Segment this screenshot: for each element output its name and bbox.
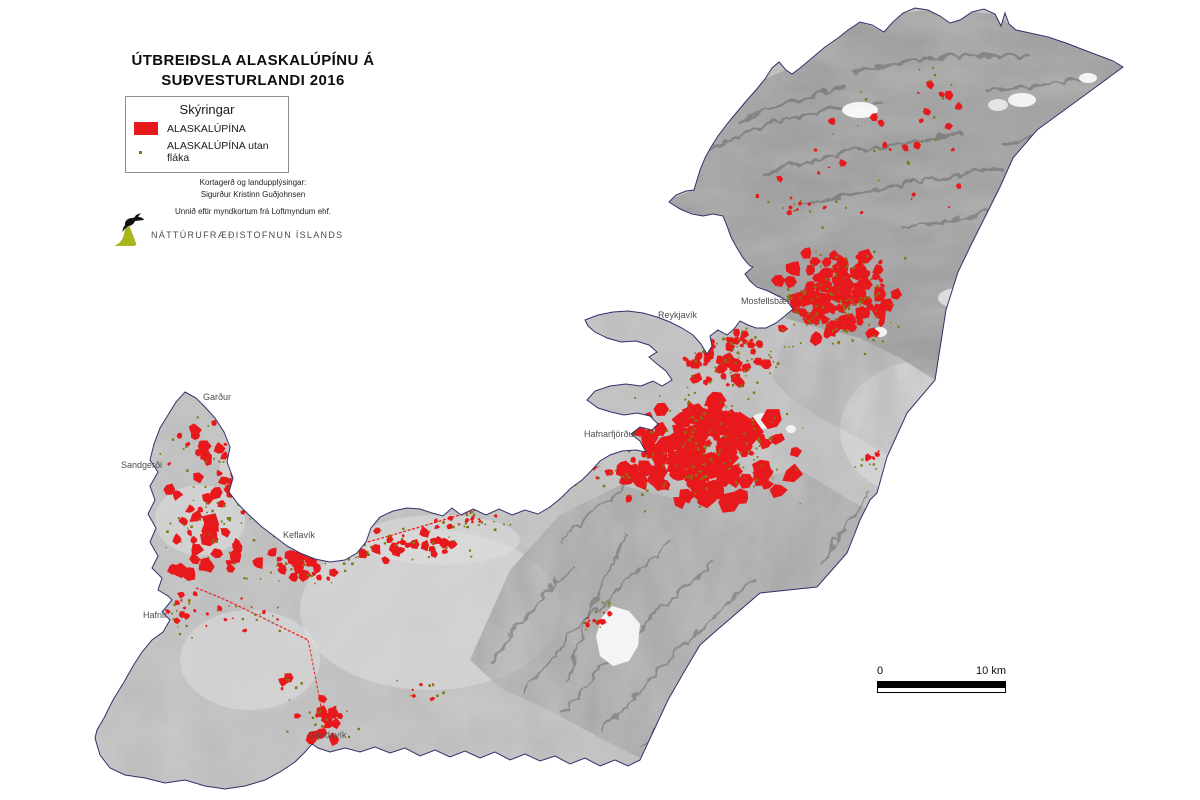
legend-item-lupine-dot-label: ALASKALÚPÍNA utan fláka (167, 140, 269, 164)
legend-item-lupine: ALASKALÚPÍNA (134, 122, 280, 135)
legend-item-lupine-dot: ALASKALÚPÍNA utan fláka (134, 140, 280, 164)
credits-line2: Sigurður Kristinn Guðjohnsen (200, 190, 306, 199)
town-label: Keflavík (283, 530, 316, 540)
scale-bar-white (877, 688, 1006, 693)
town-labels-layer: Garður Sandgerði Keflavík Hafnir Grindavík Ha… (121, 296, 790, 740)
town-label: Grindavík (308, 730, 347, 740)
town-label: Hafnir (143, 610, 167, 620)
lupine-dot-swatch (139, 150, 142, 154)
legend-item-lupine-label: ALASKALÚPÍNA (167, 122, 246, 135)
scale-start-label: 0 (877, 665, 884, 677)
map-title-line2: SUÐVESTURLANDI 2016 (161, 71, 345, 89)
scale-end-label: 10 km (976, 665, 1006, 677)
scale-bar: 0 10 km (877, 665, 1006, 693)
raven-on-mound-icon (114, 213, 144, 246)
town-label: Mosfellsbær (741, 296, 790, 306)
credits-line1: Kortagerð og landupplýsingar: (199, 178, 307, 187)
lupine-polygon-swatch (134, 122, 158, 135)
legend-title: Skýringar (179, 102, 235, 117)
map-title: ÚTBREIÐSLA ALASKALÚPÍNU Á SUÐVESTURLANDI… (106, 51, 400, 90)
town-label: Sandgerði (121, 460, 162, 470)
coastline (94, 7, 1124, 790)
town-label: Reykjavík (658, 310, 698, 320)
institute-logo: NÁTTÚRUFRÆÐISTOFNUN ÍSLANDS (112, 213, 343, 247)
scale-bar-black (877, 681, 1006, 688)
map-title-line1: ÚTBREIÐSLA ALASKALÚPÍNU Á (131, 52, 375, 69)
legend-box: Skýringar ALASKALÚPÍNA ALASKALÚPÍNA utan… (125, 96, 289, 173)
town-label: Hafnarfjörður (584, 429, 637, 439)
institute-name: NÁTTÚRUFRÆÐISTOFNUN ÍSLANDS (151, 230, 344, 240)
credits-line3: Unnið eftir myndkortum frá Loftmyndum eh… (174, 207, 332, 216)
credits-block: Kortagerð og landupplýsingar: Sigurður K… (106, 177, 400, 218)
town-label: Garður (203, 392, 231, 402)
